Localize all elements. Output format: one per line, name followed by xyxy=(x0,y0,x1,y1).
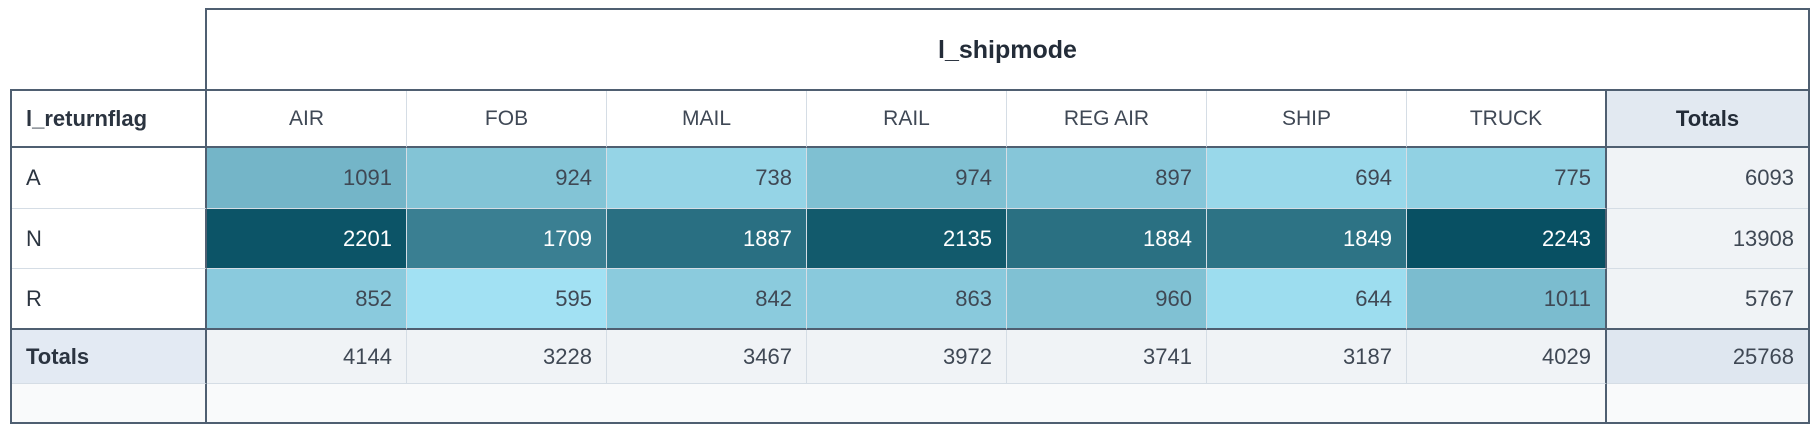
cell-a-mail[interactable]: 738 xyxy=(607,148,807,209)
footer-strip-totals-segment xyxy=(1607,384,1808,422)
column-dimension-label: l_shipmode xyxy=(938,36,1077,64)
cell-n-row-total[interactable]: 13908 xyxy=(1607,209,1808,269)
column-header-reg-air[interactable]: REG AIR xyxy=(1007,91,1207,148)
cell-r-mail[interactable]: 842 xyxy=(607,269,807,330)
row-dimension-header: l_returnflag xyxy=(12,91,207,148)
column-header-totals: Totals xyxy=(1607,91,1808,148)
cell-r-rail[interactable]: 863 xyxy=(807,269,1007,330)
cell-r-reg-air[interactable]: 960 xyxy=(1007,269,1207,330)
cell-a-reg-air[interactable]: 897 xyxy=(1007,148,1207,209)
cell-n-mail[interactable]: 1887 xyxy=(607,209,807,269)
column-header-fob[interactable]: FOB xyxy=(407,91,607,148)
column-header-rail[interactable]: RAIL xyxy=(807,91,1007,148)
cell-a-ship[interactable]: 694 xyxy=(1207,148,1407,209)
total-rail[interactable]: 3972 xyxy=(807,330,1007,384)
footer-strip-label-segment xyxy=(12,384,207,422)
totals-row-label: Totals xyxy=(12,330,207,384)
cell-n-reg-air[interactable]: 1884 xyxy=(1007,209,1207,269)
cell-r-fob[interactable]: 595 xyxy=(407,269,607,330)
cell-n-rail[interactable]: 2135 xyxy=(807,209,1007,269)
total-truck[interactable]: 4029 xyxy=(1407,330,1607,384)
row-label-n[interactable]: N xyxy=(12,209,207,269)
cell-n-air[interactable]: 2201 xyxy=(207,209,407,269)
column-dimension-header: l_shipmode xyxy=(205,8,1810,91)
cell-n-fob[interactable]: 1709 xyxy=(407,209,607,269)
cell-a-rail[interactable]: 974 xyxy=(807,148,1007,209)
cell-a-truck[interactable]: 775 xyxy=(1407,148,1607,209)
column-header-ship[interactable]: SHIP xyxy=(1207,91,1407,148)
cell-a-air[interactable]: 1091 xyxy=(207,148,407,209)
column-header-mail[interactable]: MAIL xyxy=(607,91,807,148)
total-reg-air[interactable]: 3741 xyxy=(1007,330,1207,384)
cell-a-fob[interactable]: 924 xyxy=(407,148,607,209)
cell-r-row-total[interactable]: 5767 xyxy=(1607,269,1808,330)
column-header-air[interactable]: AIR xyxy=(207,91,407,148)
cell-n-ship[interactable]: 1849 xyxy=(1207,209,1407,269)
total-fob[interactable]: 3228 xyxy=(407,330,607,384)
cell-r-ship[interactable]: 644 xyxy=(1207,269,1407,330)
total-air[interactable]: 4144 xyxy=(207,330,407,384)
column-header-truck[interactable]: TRUCK xyxy=(1407,91,1607,148)
total-ship[interactable]: 3187 xyxy=(1207,330,1407,384)
grand-total[interactable]: 25768 xyxy=(1607,330,1808,384)
cell-n-truck[interactable]: 2243 xyxy=(1407,209,1607,269)
total-mail[interactable]: 3467 xyxy=(607,330,807,384)
cell-a-row-total[interactable]: 6093 xyxy=(1607,148,1808,209)
row-label-r[interactable]: R xyxy=(12,269,207,330)
row-label-a[interactable]: A xyxy=(12,148,207,209)
cell-r-truck[interactable]: 1011 xyxy=(1407,269,1607,330)
footer-strip-data-segment xyxy=(207,384,1607,422)
pivot-table: l_returnflag AIR FOB MAIL RAIL REG AIR S… xyxy=(10,89,1810,424)
cell-r-air[interactable]: 852 xyxy=(207,269,407,330)
